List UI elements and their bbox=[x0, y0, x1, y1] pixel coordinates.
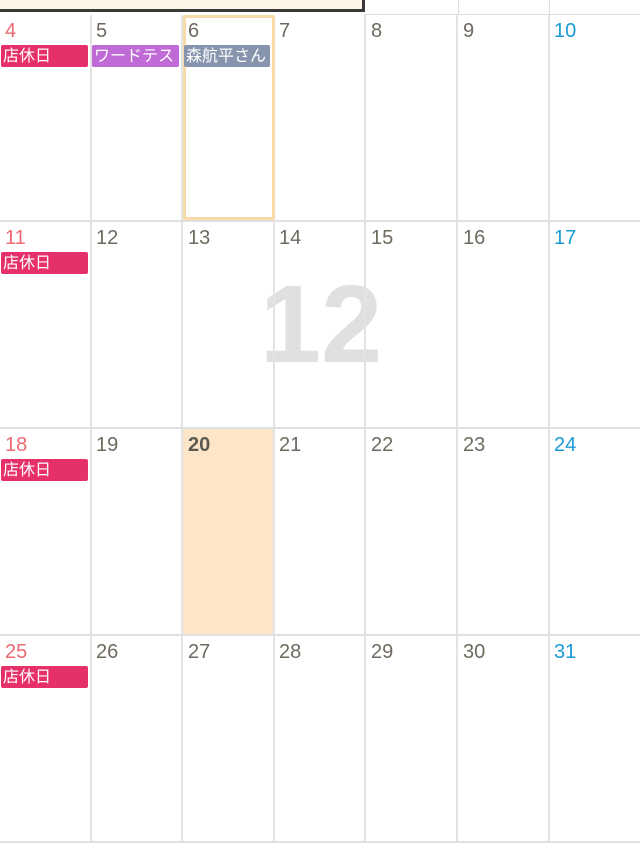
day-number: 20 bbox=[188, 434, 211, 456]
day-number: 4 bbox=[5, 20, 17, 42]
day-number: 16 bbox=[463, 227, 486, 249]
top-divider bbox=[365, 14, 640, 15]
day-cell-6[interactable]: 6 森航平さん bbox=[183, 15, 275, 220]
day-cell-18[interactable]: 18 店休日 bbox=[0, 429, 92, 634]
day-cell-14[interactable]: 14 bbox=[274, 222, 366, 427]
calendar-grid: 4店休日5ワードテスト6森航平さん7891011店休日1213141516171… bbox=[0, 15, 640, 843]
day-number: 27 bbox=[188, 641, 211, 663]
event-chip[interactable]: 森航平さん bbox=[184, 45, 270, 67]
day-cell-31[interactable]: 31 bbox=[549, 636, 640, 841]
day-number: 22 bbox=[371, 434, 394, 456]
day-cell-10[interactable]: 10 bbox=[549, 15, 640, 220]
day-number: 8 bbox=[371, 20, 383, 42]
week-row: 18 店休日 19 20 21 22 23 24 bbox=[0, 429, 640, 636]
day-cell-24[interactable]: 24 bbox=[549, 429, 640, 634]
day-cell-29[interactable]: 29 bbox=[366, 636, 458, 841]
top-divider bbox=[549, 0, 550, 15]
day-number: 29 bbox=[371, 641, 394, 663]
day-number: 7 bbox=[279, 20, 291, 42]
day-number: 10 bbox=[554, 20, 577, 42]
day-cell-27[interactable]: 27 bbox=[183, 636, 275, 841]
previous-week-selection bbox=[0, 0, 365, 12]
day-cell-22[interactable]: 22 bbox=[366, 429, 458, 634]
day-number: 30 bbox=[463, 641, 486, 663]
day-number: 14 bbox=[279, 227, 302, 249]
day-cell-25[interactable]: 25 店休日 bbox=[0, 636, 92, 841]
day-number: 23 bbox=[463, 434, 486, 456]
week-row: 4 店休日 5 ワードテスト 6 森航平さん 7 8 9 10 bbox=[0, 15, 640, 222]
day-cell-5[interactable]: 5 ワードテスト bbox=[91, 15, 183, 220]
week-row: 25 店休日 26 27 28 29 30 31 bbox=[0, 636, 640, 843]
day-number: 25 bbox=[5, 641, 28, 663]
day-cell-15[interactable]: 15 bbox=[366, 222, 458, 427]
day-number: 6 bbox=[188, 20, 200, 42]
week-row: 11 店休日 12 13 14 15 16 17 bbox=[0, 222, 640, 429]
previous-week-strip bbox=[0, 0, 640, 15]
day-number: 9 bbox=[463, 20, 475, 42]
day-number: 15 bbox=[371, 227, 394, 249]
day-number: 11 bbox=[5, 227, 26, 249]
day-number: 17 bbox=[554, 227, 577, 249]
day-cell-26[interactable]: 26 bbox=[91, 636, 183, 841]
event-chip[interactable]: ワードテスト bbox=[92, 45, 179, 67]
day-cell-16[interactable]: 16 bbox=[458, 222, 550, 427]
day-number: 28 bbox=[279, 641, 302, 663]
day-number: 18 bbox=[5, 434, 28, 456]
day-cell-19[interactable]: 19 bbox=[91, 429, 183, 634]
day-cell-20[interactable]: 20 bbox=[183, 429, 275, 634]
day-cell-9[interactable]: 9 bbox=[458, 15, 550, 220]
day-number: 13 bbox=[188, 227, 211, 249]
day-cell-7[interactable]: 7 bbox=[274, 15, 366, 220]
day-cell-13[interactable]: 13 bbox=[183, 222, 275, 427]
day-cell-17[interactable]: 17 bbox=[549, 222, 640, 427]
day-number: 19 bbox=[96, 434, 119, 456]
day-cell-11[interactable]: 11 店休日 bbox=[0, 222, 92, 427]
event-chip[interactable]: 店休日 bbox=[1, 666, 88, 688]
day-number: 26 bbox=[96, 641, 119, 663]
day-number: 12 bbox=[96, 227, 119, 249]
day-number: 24 bbox=[554, 434, 577, 456]
day-cell-4[interactable]: 4 店休日 bbox=[0, 15, 92, 220]
day-number: 5 bbox=[96, 20, 108, 42]
day-cell-21[interactable]: 21 bbox=[274, 429, 366, 634]
event-chip[interactable]: 店休日 bbox=[1, 459, 88, 481]
day-cell-23[interactable]: 23 bbox=[458, 429, 550, 634]
day-number: 31 bbox=[554, 641, 577, 663]
event-chip[interactable]: 店休日 bbox=[1, 252, 88, 274]
day-cell-8[interactable]: 8 bbox=[366, 15, 458, 220]
event-chip[interactable]: 店休日 bbox=[1, 45, 88, 67]
top-divider bbox=[458, 0, 459, 15]
day-cell-12[interactable]: 12 bbox=[91, 222, 183, 427]
day-number: 21 bbox=[279, 434, 302, 456]
day-cell-30[interactable]: 30 bbox=[458, 636, 550, 841]
day-cell-28[interactable]: 28 bbox=[274, 636, 366, 841]
